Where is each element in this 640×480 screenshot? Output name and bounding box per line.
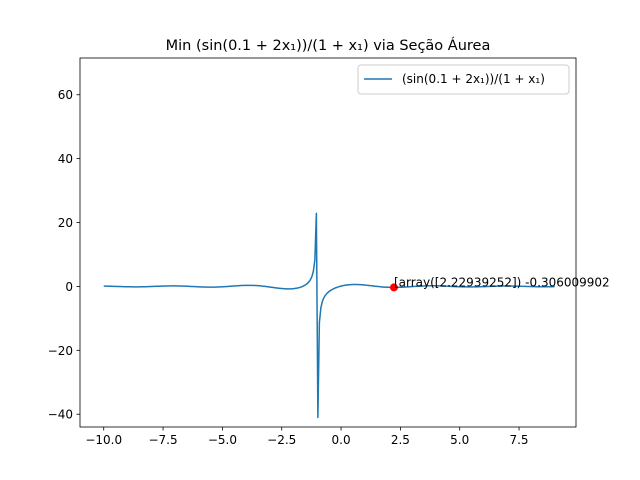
x-tick-label: 2.5 bbox=[391, 433, 410, 447]
legend: (sin(0.1 + 2x₁))/(1 + x₁) bbox=[357, 64, 570, 95]
minimum-annotation: [array([2.22939252]) -0.306009902 bbox=[394, 275, 610, 289]
series-line bbox=[103, 212, 555, 419]
axes-frame bbox=[79, 57, 577, 428]
y-tick-label: 20 bbox=[58, 216, 73, 230]
y-tick-label: 60 bbox=[58, 88, 73, 102]
legend-label: (sin(0.1 + 2x₁))/(1 + x₁) bbox=[402, 72, 545, 86]
y-tick-label: −40 bbox=[48, 408, 73, 422]
y-tick-label: 0 bbox=[65, 280, 73, 294]
x-tick-label: 0.0 bbox=[332, 433, 351, 447]
plot-area: [array([2.22939252]) -0.306009902 −10.0−… bbox=[48, 57, 610, 447]
marker-group: [array([2.22939252]) -0.306009902 bbox=[389, 275, 610, 292]
x-tick-label: −7.5 bbox=[148, 433, 177, 447]
chart-title: Min (sin(0.1 + 2x₁))/(1 + x₁) via Seção … bbox=[166, 37, 491, 54]
x-tick-label: −2.5 bbox=[267, 433, 296, 447]
series-group bbox=[103, 212, 555, 419]
x-axis-ticks: −10.0 −7.5 −5.0 −2.5 0.0 2.5 5.0 7.5 bbox=[85, 427, 529, 447]
y-tick-label: 40 bbox=[58, 152, 73, 166]
y-tick-label: −20 bbox=[48, 344, 73, 358]
minimum-point bbox=[389, 283, 398, 292]
legend-box bbox=[357, 64, 570, 95]
x-tick-label: 7.5 bbox=[509, 433, 528, 447]
x-tick-label: 5.0 bbox=[450, 433, 469, 447]
x-tick-label: −5.0 bbox=[208, 433, 237, 447]
y-axis-ticks: −40 −20 0 20 40 60 bbox=[48, 88, 80, 422]
x-tick-label: −10.0 bbox=[85, 433, 122, 447]
